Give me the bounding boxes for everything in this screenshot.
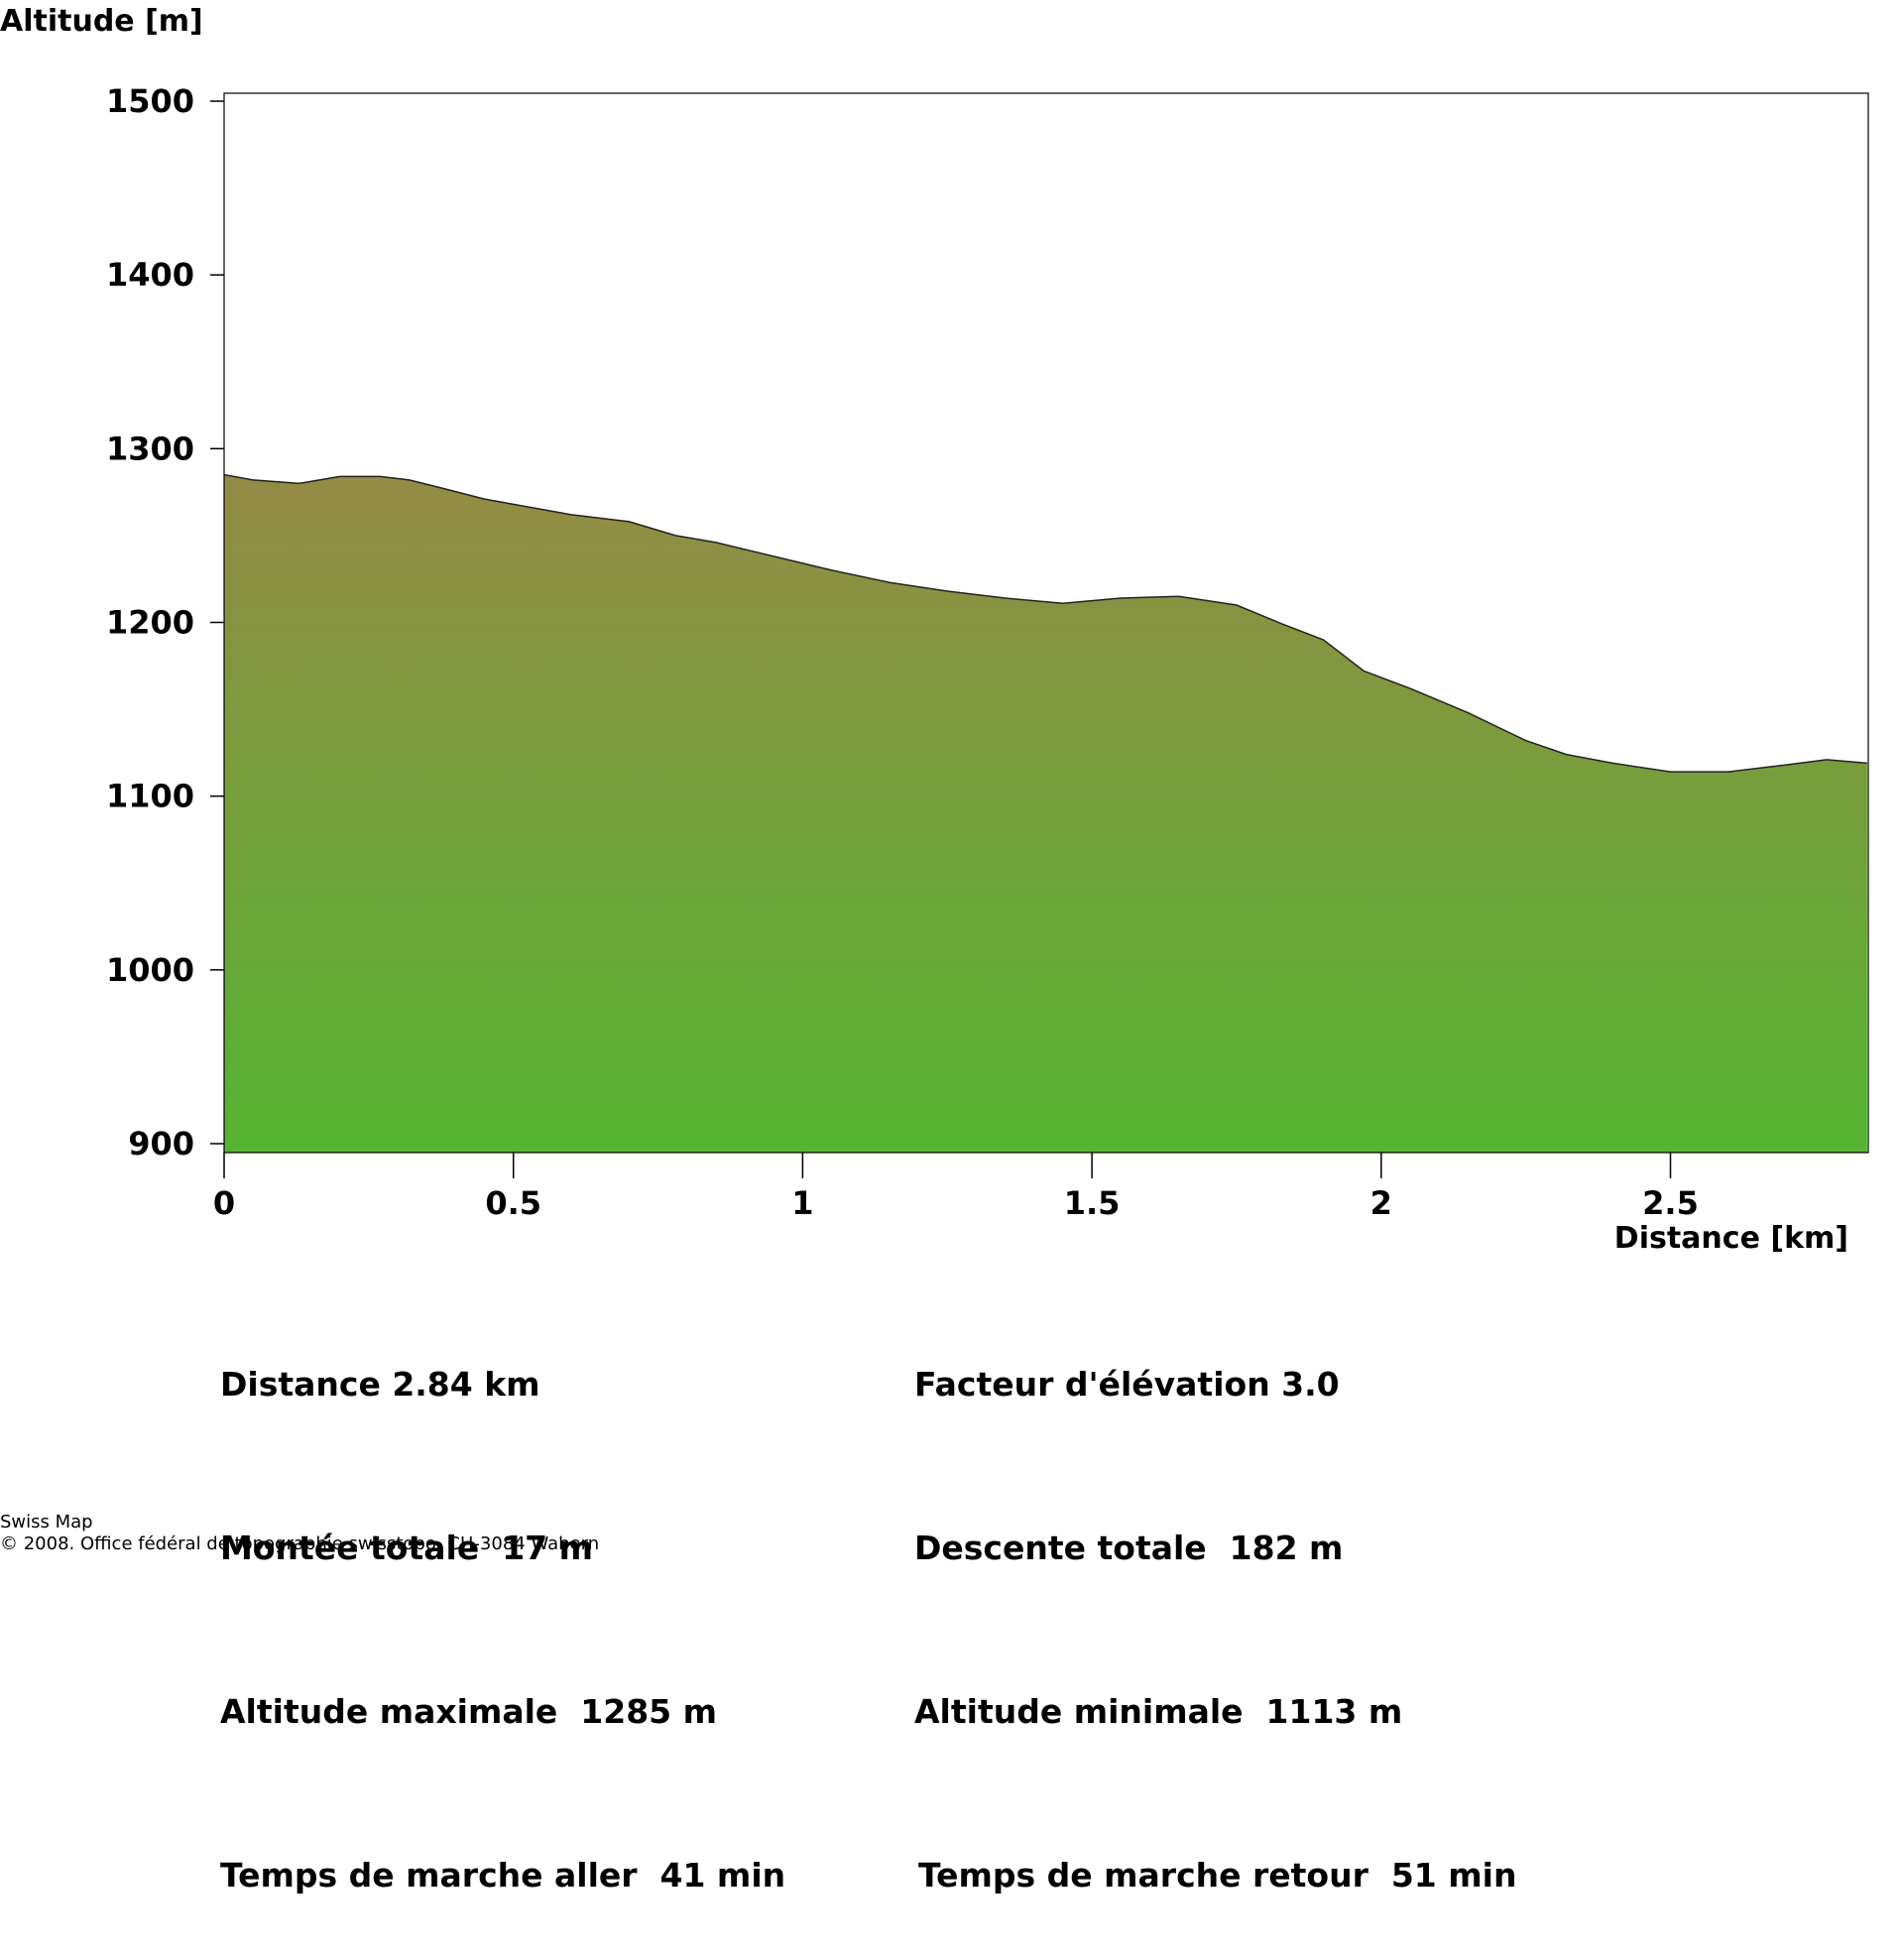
y-axis-title: Altitude [m] [0,4,203,39]
x-tick-label: 2 [1370,1184,1392,1222]
x-tick-label: 2.5 [1642,1184,1699,1222]
elevation-profile-line [223,473,1867,773]
stat-walk-time-back: Temps de marche retour 51 min [918,1856,1517,1895]
terrain-area [224,474,1867,1154]
footer-title: Swiss Map [0,1512,93,1532]
footer-copyright: © 2008. Office fédéral de topographie sw… [0,1533,600,1554]
stat-total-descent: Descente totale 182 m [914,1529,1344,1567]
x-tick-label: 0 [213,1184,235,1222]
stats-left: Distance 2.84 km Montée totale 17 m Alti… [220,1248,785,1957]
stat-elevation-factor: Facteur d'élévation 3.0 [914,1365,1340,1404]
stat-min-altitude: Altitude minimale 1113 m [914,1692,1403,1731]
x-tick-label: 0.5 [485,1184,541,1222]
stat-distance: Distance 2.84 km [220,1365,540,1404]
stats-right: Facteur d'élévation 3.0 Descente totale … [914,1248,1516,1957]
y-tick-label: 1200 [106,604,194,642]
stat-max-altitude: Altitude maximale 1285 m [220,1692,717,1731]
y-tick-label: 1400 [106,256,194,294]
elevation-chart: Altitude [m] Distance [km] 9001000110012… [0,4,1869,1256]
x-tick-label: 1.5 [1064,1184,1121,1222]
y-tick-label: 900 [128,1125,194,1162]
y-tick-label: 1100 [106,778,194,815]
x-tick-label: 1 [791,1184,813,1222]
y-tick-label: 1500 [106,82,194,120]
stat-walk-time-out: Temps de marche aller 41 min [220,1856,786,1895]
x-axis-title: Distance [km] [1614,1221,1848,1256]
y-tick-label: 1300 [106,429,194,467]
y-tick-label: 1000 [106,951,194,989]
